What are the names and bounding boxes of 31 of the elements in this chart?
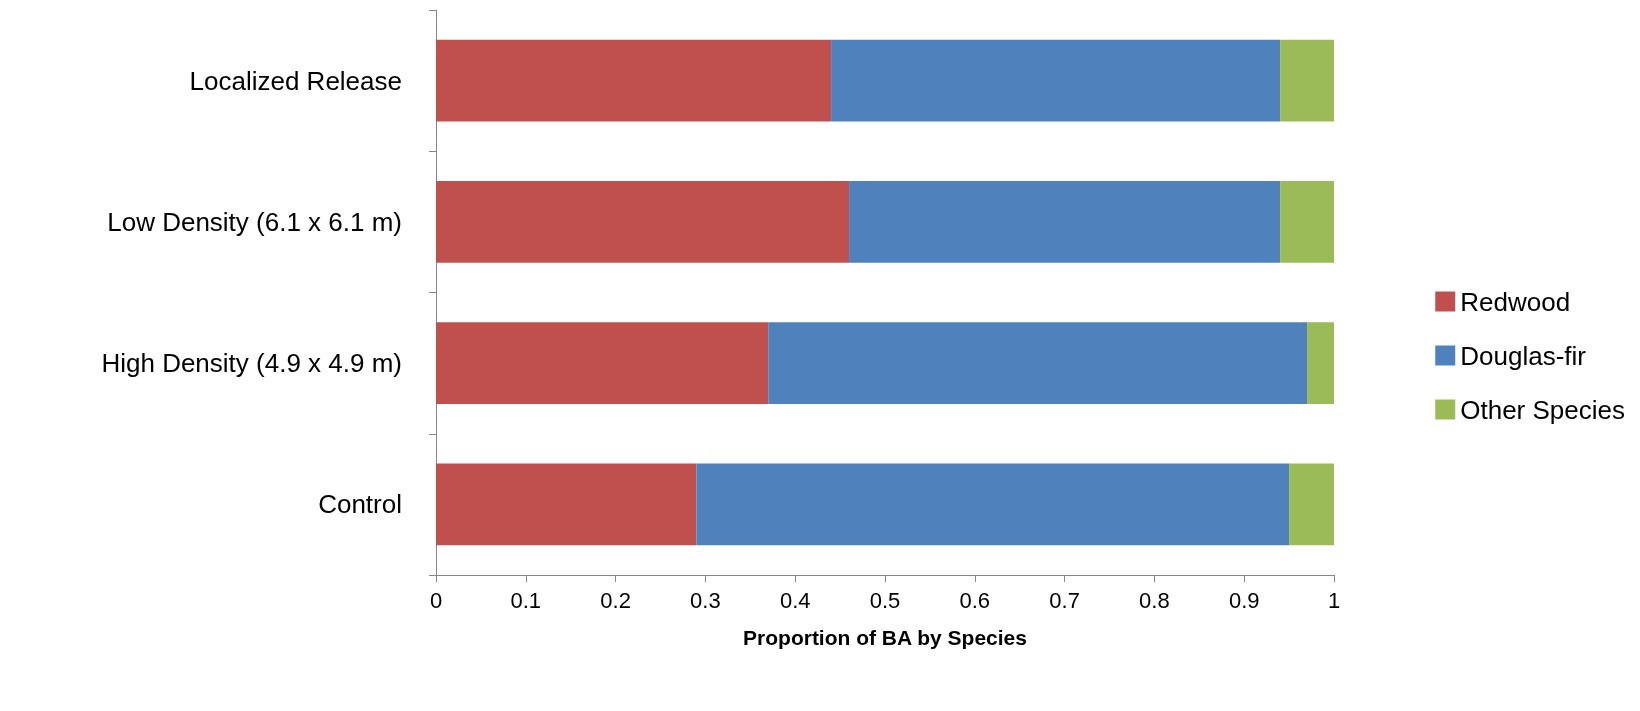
y-tick-label: Control bbox=[318, 489, 402, 520]
y-tick-label: Localized Release bbox=[189, 65, 402, 96]
bar bbox=[831, 39, 1281, 122]
bar bbox=[1280, 180, 1334, 263]
x-tick-label: 0.5 bbox=[869, 587, 901, 613]
x-tick-label: 0.7 bbox=[1049, 587, 1080, 613]
legend-label: Douglas-fir bbox=[1460, 340, 1587, 371]
x-tick-label: 0.4 bbox=[779, 587, 811, 613]
x-tick-label: 0.1 bbox=[510, 587, 542, 613]
x-tick-label: 0.6 bbox=[959, 587, 991, 613]
x-tick-label: 0.9 bbox=[1228, 587, 1260, 613]
x-tick-label: 1 bbox=[1327, 587, 1341, 613]
x-tick-label: 0 bbox=[429, 587, 443, 613]
legend-label: Other Species bbox=[1460, 394, 1625, 425]
bar bbox=[768, 322, 1308, 405]
x-tick-label: 0.3 bbox=[690, 587, 721, 613]
x-axis-title: Proportion of BA by Species bbox=[743, 626, 1027, 649]
bar bbox=[1280, 39, 1334, 122]
x-tick-label: 0.2 bbox=[600, 587, 631, 613]
bar bbox=[436, 322, 769, 405]
y-tick-label: Low Density (6.1 x 6.1 m) bbox=[107, 206, 402, 237]
bar bbox=[436, 39, 832, 122]
bar bbox=[436, 180, 850, 263]
bar bbox=[849, 180, 1281, 263]
x-tick-label: 0.8 bbox=[1139, 587, 1170, 613]
bar bbox=[1307, 322, 1334, 405]
bar bbox=[696, 463, 1290, 546]
y-tick-label: High Density (4.9 x 4.9 m) bbox=[101, 348, 402, 379]
bar bbox=[436, 463, 697, 546]
legend-label: Redwood bbox=[1460, 286, 1571, 317]
bar bbox=[1289, 463, 1334, 546]
